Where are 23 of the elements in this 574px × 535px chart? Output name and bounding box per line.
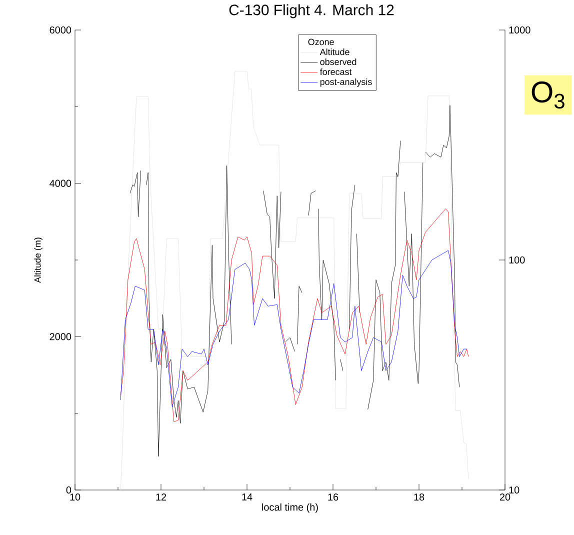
line-series [120, 208, 469, 422]
legend-label: Altitude [320, 48, 350, 56]
legend-label: forecast [320, 68, 352, 76]
legend-label: post-analysis [320, 78, 372, 87]
y2-tick-label: 1000 [509, 26, 530, 34]
y2-tick-label: 10 [509, 486, 520, 494]
legend-title: Ozone [308, 38, 334, 46]
y-tick-label: 4000 [50, 180, 72, 187]
legend-label: observed [320, 58, 356, 66]
x-tick-label: 12 [156, 494, 166, 500]
y2-tick-label: 100 [509, 256, 525, 264]
chart-title: C-130 Flight 4. March 12 [229, 4, 394, 18]
x-tick-label: 18 [414, 494, 424, 501]
text: O$_{3}$ [532, 81, 564, 109]
x-tick-label: 16 [328, 494, 338, 501]
y-tick-label: 6000 [50, 26, 72, 34]
x-tick-label: 20 [500, 494, 510, 501]
x-axis-title: local time (h) [262, 503, 318, 513]
x-tick-label: 14 [242, 494, 252, 500]
y-tick-label: 0 [66, 486, 72, 494]
y-axis-title: Altitude (m) [34, 238, 42, 283]
y-tick-label: 2000 [50, 333, 72, 340]
x-tick-label: 10 [70, 494, 80, 501]
